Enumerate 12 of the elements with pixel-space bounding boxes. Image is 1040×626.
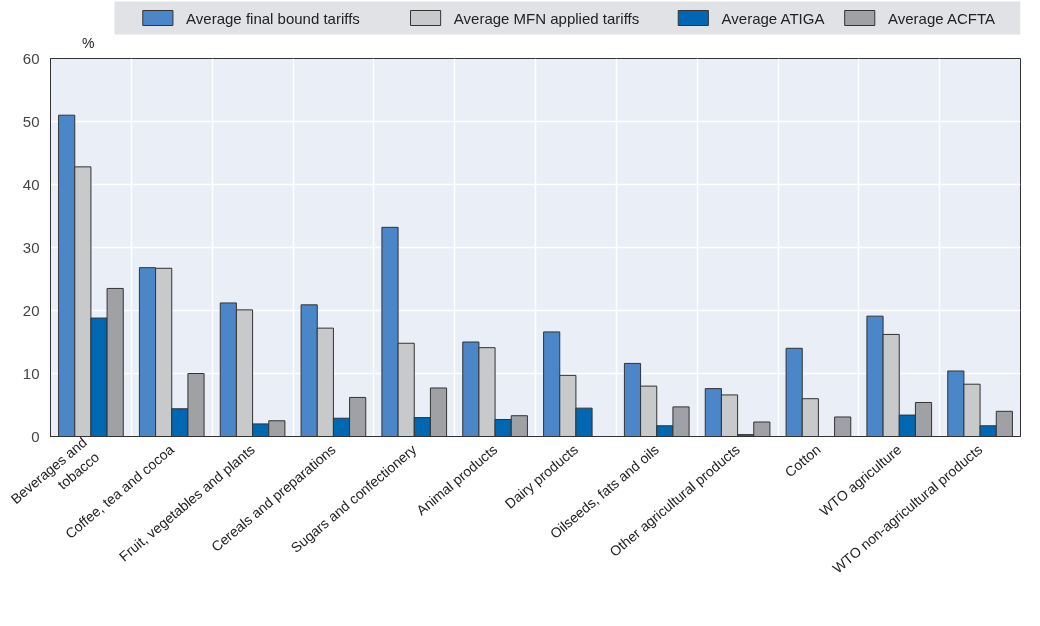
legend-label: Average ATIGA — [721, 9, 825, 27]
y-tick-label: 40 — [22, 175, 40, 193]
y-tick-label: 20 — [22, 301, 40, 319]
y-tick-label: 0 — [31, 427, 40, 445]
y-tick-label: 60 — [22, 49, 40, 67]
legend-label: Average MFN applied tariffs — [453, 9, 640, 27]
legend-label: Average final bound tariffs — [186, 9, 360, 27]
y-tick-label: 30 — [22, 238, 40, 256]
legend-label: Average ACFTA — [887, 9, 995, 27]
y-tick-label: 10 — [22, 364, 40, 382]
y-axis-title: % — [81, 34, 95, 51]
y-tick-label: 50 — [22, 112, 40, 130]
